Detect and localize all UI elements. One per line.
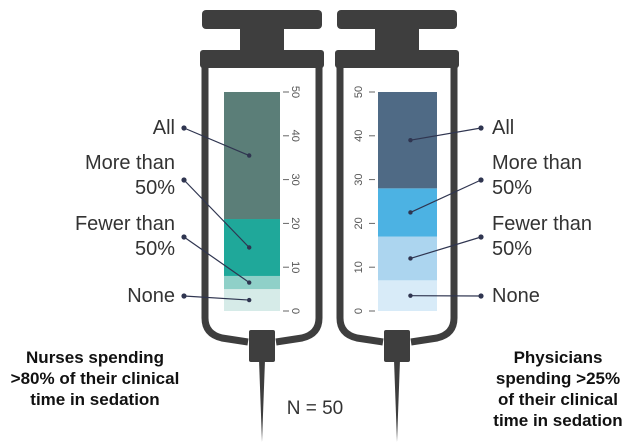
y-tick-label: 20 bbox=[289, 217, 301, 229]
leader-dot bbox=[478, 234, 483, 239]
flange bbox=[335, 50, 459, 68]
y-tick-label: 50 bbox=[289, 86, 301, 98]
legend-label: More than 50% bbox=[57, 151, 175, 201]
flange bbox=[200, 50, 324, 68]
bar-segment bbox=[378, 237, 437, 281]
hub bbox=[249, 330, 275, 362]
y-tick-label: 20 bbox=[353, 217, 365, 229]
leader-dot bbox=[247, 280, 251, 284]
bar-segment bbox=[224, 276, 280, 289]
plunger-handle bbox=[202, 10, 322, 29]
leader-dot bbox=[478, 125, 483, 130]
hub bbox=[384, 330, 410, 362]
legend-label: None bbox=[492, 284, 610, 309]
leader-dot bbox=[181, 125, 186, 130]
leader-dot bbox=[181, 234, 186, 239]
leader-dot bbox=[478, 177, 483, 182]
leader-dot bbox=[247, 298, 251, 302]
y-tick-label: 40 bbox=[353, 130, 365, 142]
needle bbox=[259, 360, 265, 442]
leader-dot bbox=[408, 293, 412, 297]
leader-dot bbox=[247, 153, 251, 157]
legend-label: More than 50% bbox=[492, 151, 610, 201]
legend-label: All bbox=[57, 116, 175, 141]
page: 0 10 20 30 40 50 0 10 20 30 40 50 N = 50 None Fewer … bbox=[0, 0, 632, 445]
bar-segment bbox=[378, 92, 437, 188]
y-tick-label: 50 bbox=[353, 86, 365, 98]
leader-dot bbox=[181, 293, 186, 298]
leader-dot bbox=[247, 245, 251, 249]
leader-dot bbox=[408, 256, 412, 260]
chart-title: Physicians spending >25% of their clinic… bbox=[486, 347, 630, 431]
y-tick-label: 30 bbox=[289, 173, 301, 185]
y-tick-label: 40 bbox=[289, 130, 301, 142]
plunger-handle bbox=[337, 10, 457, 29]
leader-dot bbox=[408, 138, 412, 142]
chart-title: Nurses spending >80% of their clinical t… bbox=[10, 347, 180, 410]
needle bbox=[394, 360, 400, 442]
leader-dot bbox=[478, 293, 483, 298]
bar-segment bbox=[378, 188, 437, 236]
leader-dot bbox=[408, 210, 412, 214]
legend-label: None bbox=[57, 284, 175, 309]
y-tick-label: 10 bbox=[289, 261, 301, 273]
y-tick-label: 30 bbox=[353, 173, 365, 185]
y-tick-label: 10 bbox=[353, 261, 365, 273]
y-tick-label: 0 bbox=[353, 308, 365, 314]
legend-label: All bbox=[492, 116, 610, 141]
bar-segment bbox=[224, 219, 280, 276]
leader-dot bbox=[181, 177, 186, 182]
annotation: N = 50 bbox=[270, 398, 360, 420]
y-tick-label: 0 bbox=[289, 308, 301, 314]
bar-segment bbox=[224, 92, 280, 219]
legend-label: Fewer than 50% bbox=[57, 212, 175, 262]
bar-segment bbox=[224, 289, 280, 311]
legend-label: Fewer than 50% bbox=[492, 212, 610, 262]
